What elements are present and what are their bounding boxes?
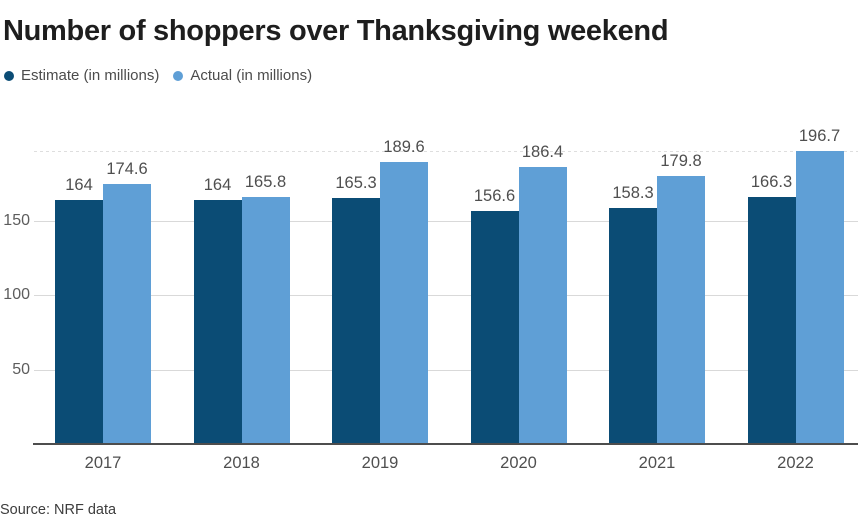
x-tick-label-2017: 2017 — [84, 454, 122, 472]
legend-dot-estimate-icon — [4, 71, 14, 81]
bar-value-label-actual-2019: 189.6 — [383, 137, 425, 156]
legend-label-estimate: Estimate (in millions) — [21, 67, 160, 84]
x-tick-label-2022: 2022 — [777, 454, 814, 472]
gridline-150 — [34, 220, 858, 222]
bar-value-label-actual-2021: 179.8 — [660, 152, 702, 171]
bar-estimate-2021 — [609, 208, 657, 444]
x-tick-label-2019: 2019 — [361, 454, 399, 472]
x-axis-line — [33, 443, 858, 445]
bar-value-label-actual-2022: 196.7 — [798, 127, 841, 146]
x-tick-label-2021: 2021 — [638, 454, 676, 472]
bar-estimate-2022 — [747, 196, 796, 444]
bar-estimate-2019 — [332, 198, 380, 444]
y-tick-label-100: 100 — [3, 286, 30, 304]
bar-actual-2021 — [657, 176, 705, 444]
bar-estimate-2018 — [193, 200, 242, 444]
bar-value-label-estimate-2022: 166.3 — [750, 172, 793, 191]
y-tick-label-150: 150 — [3, 211, 30, 229]
max-reference-line — [34, 151, 858, 153]
bar-value-label-estimate-2017: 164 — [65, 176, 93, 194]
gridline-100 — [34, 295, 858, 297]
bar-value-label-actual-2020: 186.4 — [521, 142, 564, 161]
x-tick-label-2018: 2018 — [223, 454, 260, 472]
bar-value-label-estimate-2021: 158.3 — [612, 184, 654, 203]
y-tick-label-50: 50 — [12, 360, 30, 378]
bar-value-label-estimate-2020: 156.6 — [473, 187, 516, 205]
legend-item-actual: Actual (in millions) — [173, 66, 312, 86]
source-note: Source: NRF data — [0, 502, 117, 518]
chart-title: Number of shoppers over Thanksgiving wee… — [3, 15, 669, 47]
bar-value-label-actual-2017: 174.6 — [106, 160, 148, 179]
legend: Estimate (in millions) Actual (in millio… — [4, 66, 326, 86]
legend-dot-actual-icon — [173, 71, 184, 81]
gridline-50 — [34, 369, 858, 371]
legend-label-actual: Actual (in millions) — [190, 67, 313, 84]
bar-actual-2022 — [795, 151, 844, 444]
bar-actual-2018 — [241, 197, 290, 444]
bar-actual-2020 — [518, 166, 567, 444]
bar-estimate-2020 — [470, 211, 519, 444]
bar-estimate-2017 — [55, 200, 103, 444]
bar-value-label-actual-2018: 165.8 — [244, 173, 287, 192]
x-tick-label-2020: 2020 — [500, 454, 537, 472]
bar-value-label-estimate-2019: 165.3 — [335, 174, 377, 193]
bar-actual-2019 — [380, 161, 428, 444]
bar-actual-2017 — [103, 184, 151, 444]
legend-item-estimate: Estimate (in millions) — [4, 66, 159, 86]
bar-value-label-estimate-2018: 164 — [203, 176, 232, 194]
